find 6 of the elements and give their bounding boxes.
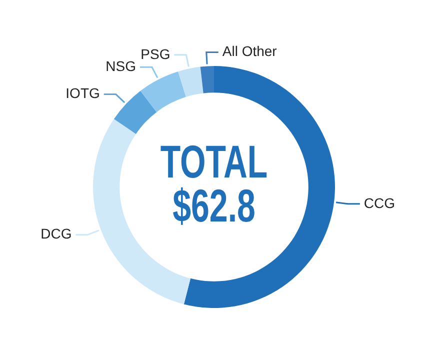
slice-label: DCG (40, 226, 72, 242)
slice-label: NSG (106, 58, 136, 74)
slice-label: All Other (222, 43, 278, 60)
slice-label: CCG (364, 194, 396, 211)
slice-label: PSG (140, 46, 170, 62)
slice-label: IOTG (66, 85, 100, 102)
